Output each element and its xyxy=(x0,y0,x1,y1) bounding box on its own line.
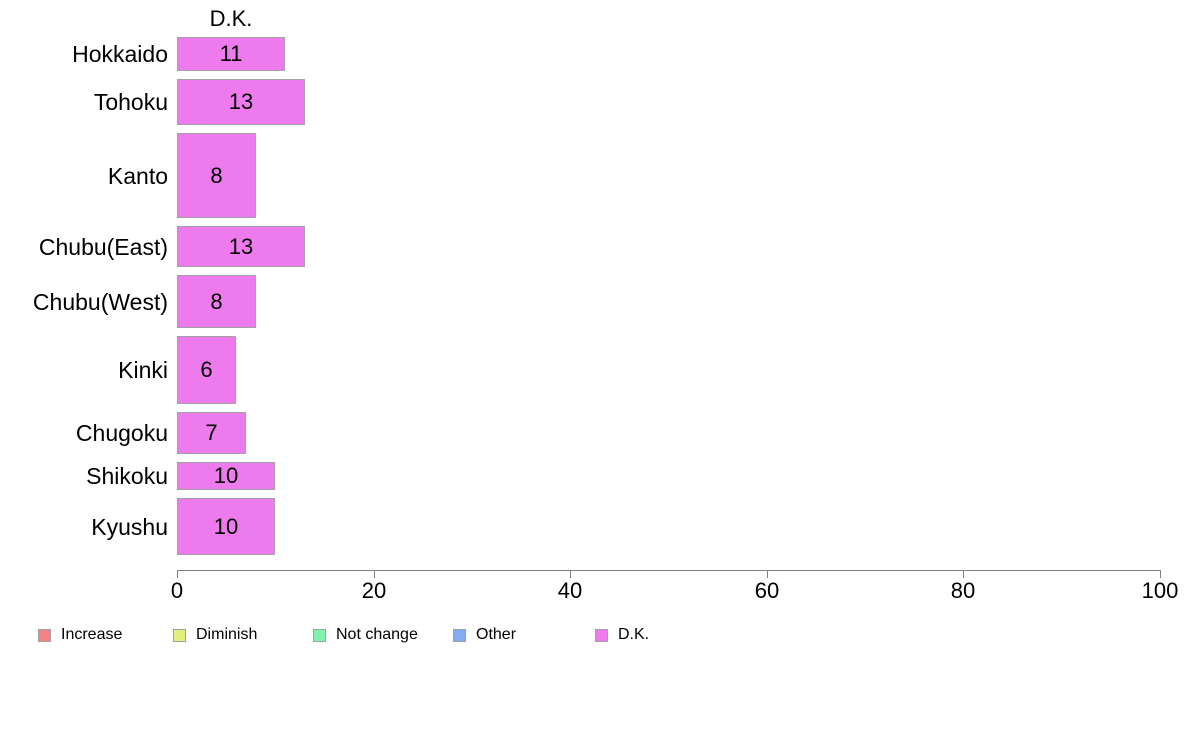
bar-chubu-west: 8 xyxy=(177,275,256,328)
bar-value-chubu-east: 13 xyxy=(228,233,254,259)
legend-item-diminish: Diminish xyxy=(173,626,257,644)
legend-label-other: Other xyxy=(476,626,517,643)
bar-shikoku: 10 xyxy=(177,462,275,490)
bar-value-kyushu: 10 xyxy=(213,513,239,539)
category-label-hokkaido: Hokkaido xyxy=(72,41,168,67)
x-axis-tick-label-40: 40 xyxy=(557,578,583,603)
category-label-chugoku: Chugoku xyxy=(75,420,168,446)
x-axis-tick-80 xyxy=(963,570,964,578)
bar-kyushu: 10 xyxy=(177,498,275,555)
bar-value-hokkaido: 11 xyxy=(219,41,243,66)
legend-label-not-change: Not change xyxy=(336,626,418,643)
bar-chubu-east: 13 xyxy=(177,226,305,267)
legend-item-increase: Increase xyxy=(38,626,122,644)
legend-label-d-k: D.K. xyxy=(618,626,650,643)
bar-kanto: 8 xyxy=(177,133,256,218)
x-axis-tick-label-20: 20 xyxy=(361,578,387,603)
x-axis-tick-label-60: 60 xyxy=(754,578,780,603)
bar-value-chubu-west: 8 xyxy=(210,288,223,314)
legend-label-diminish: Diminish xyxy=(196,626,258,643)
x-axis-tick-0 xyxy=(177,570,178,578)
bar-value-kanto: 8 xyxy=(210,162,223,188)
bar-value-shikoku: 10 xyxy=(213,463,239,488)
category-label-chubu-east: Chubu(East) xyxy=(38,233,168,260)
bar-tohoku: 13 xyxy=(177,79,305,125)
x-axis-tick-20 xyxy=(374,570,375,578)
legend-swatch-not-change xyxy=(313,628,326,642)
x-axis-tick-label-0: 0 xyxy=(170,578,184,603)
legend-swatch-increase xyxy=(38,628,51,642)
legend-item-other: Other xyxy=(453,626,516,644)
category-label-shikoku: Shikoku xyxy=(86,463,168,489)
bar-value-kinki: 6 xyxy=(200,357,213,382)
bar-value-tohoku: 13 xyxy=(228,89,254,114)
x-axis-tick-60 xyxy=(767,570,768,578)
x-axis-tick-label-100: 100 xyxy=(1141,578,1179,603)
legend-label-increase: Increase xyxy=(61,626,123,643)
x-axis-tick-100 xyxy=(1160,570,1161,578)
legend-swatch-other xyxy=(453,628,466,642)
category-label-kanto: Kanto xyxy=(107,162,168,189)
legend-item-d-k: D.K. xyxy=(595,626,649,644)
category-label-kyushu: Kyushu xyxy=(91,513,168,540)
x-axis-tick-40 xyxy=(570,570,571,578)
legend-swatch-diminish xyxy=(173,628,186,642)
bar-value-chugoku: 7 xyxy=(205,420,218,445)
x-axis-tick-label-80: 80 xyxy=(950,578,976,603)
x-axis-line xyxy=(177,570,1161,571)
bar-chugoku: 7 xyxy=(177,412,246,454)
bar-kinki: 6 xyxy=(177,336,236,404)
category-label-kinki: Kinki xyxy=(118,357,168,383)
bar-hokkaido: 11 xyxy=(177,37,285,71)
category-label-tohoku: Tohoku xyxy=(93,89,168,115)
legend-item-not-change: Not change xyxy=(313,626,418,644)
chart-title: D.K. xyxy=(209,6,253,31)
category-label-chubu-west: Chubu(West) xyxy=(32,288,168,315)
legend-swatch-d-k xyxy=(595,628,608,642)
